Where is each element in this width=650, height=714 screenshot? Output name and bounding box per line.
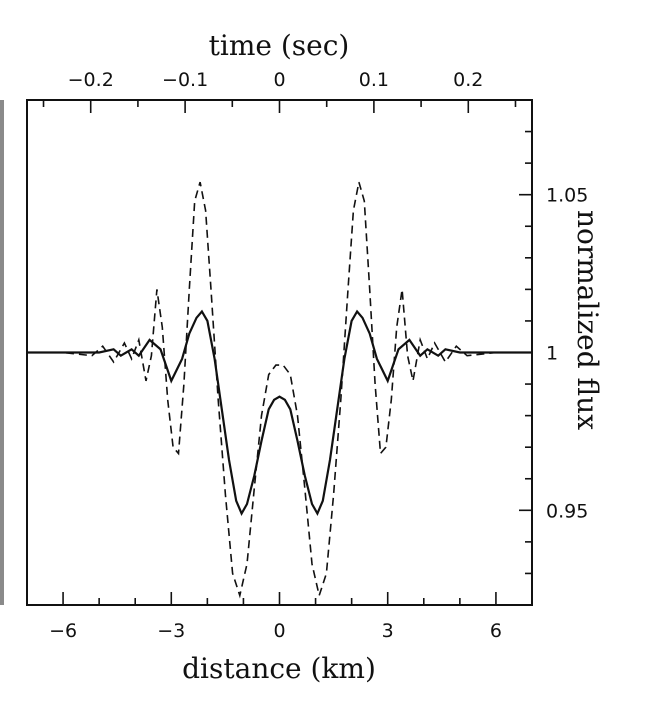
x-tick-label: 6: [490, 620, 502, 642]
top-tick-label: −0.1: [162, 69, 208, 91]
top-tick-label: 0: [273, 69, 285, 91]
y-axis-label: normalized flux: [571, 210, 604, 430]
top-tick-label: −0.2: [68, 69, 114, 91]
x-tick-label: −3: [157, 620, 185, 642]
y-tick-label: 1: [546, 343, 558, 365]
axis-tick-labels: −6 −3 0 3 6 −0.2 −0.1 0 0.1 0.2 0.95 1 1.05: [49, 69, 588, 642]
top-tick-label: 0.1: [359, 69, 389, 91]
top-tick-label: 0.2: [453, 69, 483, 91]
x-axis-label: distance (km): [182, 652, 376, 685]
axis-ticks: [26, 100, 533, 605]
series-line-solid: [27, 309, 532, 516]
left-edge-bar: [0, 100, 4, 605]
plot-frame: [26, 99, 533, 606]
y-tick-label: 0.95: [546, 500, 588, 522]
y-tick-label: 1.05: [546, 185, 588, 207]
series-line-dashed: [27, 181, 532, 599]
x-tick-label: 0: [273, 620, 285, 642]
plot-area: [27, 181, 532, 599]
top-axis-label: time (sec): [209, 29, 350, 62]
x-tick-label: −6: [49, 620, 77, 642]
x-tick-label: 3: [382, 620, 394, 642]
